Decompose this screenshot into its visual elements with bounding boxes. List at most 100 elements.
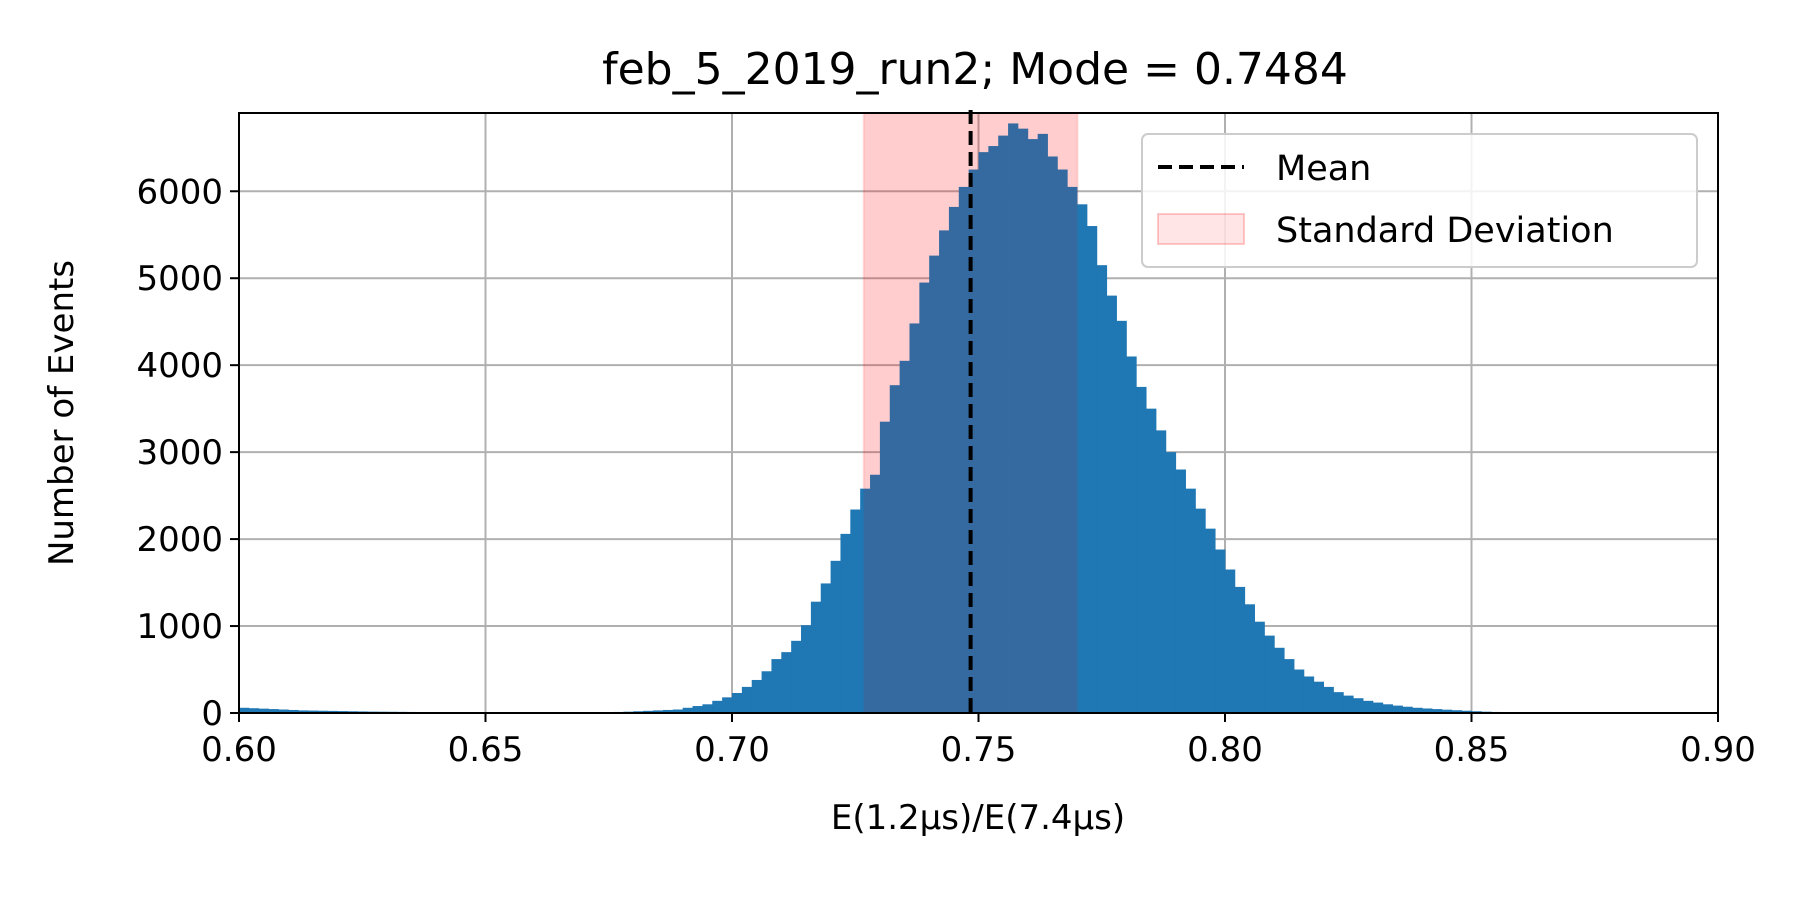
histogram-bar [1412,707,1423,713]
x-tick-label: 0.75 [941,730,1017,770]
histogram-bar [1225,569,1236,713]
histogram-bar [1343,695,1354,713]
histogram-bar [1215,549,1226,713]
x-tick-label: 0.70 [694,730,770,770]
histogram-bar [1057,169,1068,714]
y-tick-label: 4000 [136,346,223,386]
histogram-bar [1392,705,1403,713]
histogram-bar [722,697,733,713]
x-axis-label: E(1.2μs)/E(7.4μs) [831,798,1125,838]
histogram-bar [702,704,713,713]
histogram-bar [1155,430,1167,713]
histogram-bar [1126,356,1137,713]
y-tick-label: 3000 [136,433,223,473]
histogram-bar [268,709,279,713]
histogram-bar [1165,452,1177,713]
histogram-bar [801,625,812,713]
histogram-bar [1008,123,1019,713]
histogram-bar [791,640,802,713]
histogram-bar [1333,692,1344,713]
y-tick-label: 6000 [136,172,223,212]
x-tick-label: 0.90 [1680,730,1756,770]
histogram-bar [741,686,753,713]
histogram-bar [958,186,970,714]
histogram-bar [692,706,703,713]
histogram-bar [1067,186,1078,714]
histogram-bar [1402,706,1413,713]
histogram-bar [761,671,772,713]
histogram-bar [1254,621,1265,713]
histogram-bar [899,360,910,713]
x-tick-label: 0.65 [448,730,524,770]
legend-std-patch-icon [1157,213,1245,245]
histogram-bar [830,560,841,713]
y-axis-label: Number of Events [42,260,82,566]
histogram-bar [1274,647,1285,713]
chart-title: feb_5_2019_run2; Mode = 0.7484 [602,44,1348,95]
histogram-bar [909,323,920,713]
histogram-bar [1096,265,1108,713]
histogram-bar [939,230,950,714]
histogram-bar [1077,204,1088,713]
histogram-bar [317,710,329,713]
histogram-bar [298,710,309,713]
histogram-bar [840,533,851,713]
histogram-bar [643,710,654,713]
histogram-bar [258,708,269,713]
histogram-bar [1422,708,1433,713]
histogram-bar [1372,702,1384,713]
histogram-bar [1323,686,1334,713]
legend: Mean Standard Deviation [1141,133,1698,268]
x-tick-label: 0.60 [201,730,277,770]
histogram-bar [1027,139,1039,713]
y-tick-label: 5000 [136,259,223,299]
histogram-bar [653,710,664,713]
histogram-bar [1205,528,1216,713]
histogram-bar [948,206,960,714]
histogram-bar [850,509,861,713]
histogram-bar [879,421,891,713]
histogram-bar [1146,408,1157,713]
histogram-bar [870,474,881,713]
histogram-bar [988,146,999,714]
histogram-bar [1106,295,1117,713]
histogram-bar [919,282,930,713]
x-tick-label: 0.85 [1434,730,1510,770]
histogram-bar [771,659,782,713]
histogram-bar [248,708,260,713]
histogram-bar [732,693,743,713]
histogram-bar [751,679,762,713]
histogram-bar [1451,710,1463,713]
y-axis-ticks: 0 1000 2000 3000 4000 5000 6000 [136,172,239,734]
histogram-bar [978,152,989,713]
histogram-bar [889,385,901,713]
histogram-bar [781,652,792,713]
histogram-bar [278,709,289,713]
histogram-bar [1234,586,1246,713]
legend-mean-label: Mean [1276,149,1371,189]
histogram-bar [1136,386,1147,713]
histogram-bar [1363,700,1374,713]
histogram-bar [1047,156,1058,713]
histogram-bar [308,710,319,713]
y-tick-label: 1000 [136,607,223,647]
histogram-bar [968,169,979,714]
mean-line-layer [863,110,1078,713]
histogram-bar [1185,488,1196,713]
histogram-bar [1284,659,1295,713]
histogram-bar [1353,698,1364,713]
histogram-bar [672,709,684,713]
histogram-bar [1116,320,1127,713]
legend-box [1141,133,1698,268]
histogram-bar [1461,710,1472,713]
bars-layer [239,123,1719,714]
histogram-bar [1313,681,1324,713]
histogram-bar [327,710,338,713]
x-axis-ticks: 0.60 0.65 0.70 0.75 0.80 0.85 0.90 [201,713,1756,770]
histogram-bar [1244,604,1255,713]
histogram-bar [712,700,723,713]
histogram-bar [820,583,831,713]
histogram-bar [1441,709,1453,713]
histogram-bar [1294,669,1305,713]
